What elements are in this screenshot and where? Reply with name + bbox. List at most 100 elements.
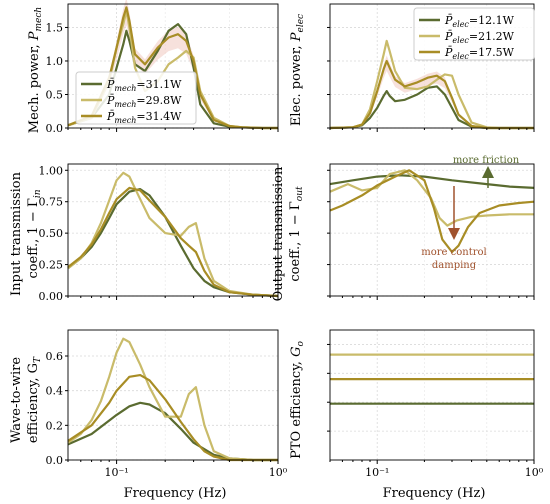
legend-mech: P̄mech=31.1W P̄mech=29.8W P̄mech=31.4W: [75, 71, 197, 125]
w2w-ytick-label: 0.0: [46, 454, 64, 467]
ylabel-input: Input transmission: [9, 171, 24, 296]
legend-elec-label-3: P̄elec=17.5W: [444, 46, 515, 61]
legend-mech-sub-1: mech: [114, 84, 136, 93]
legend-elec-label-2: P̄elec=21.2W: [444, 30, 515, 45]
elec-axes-frame: [329, 3, 535, 129]
pto-plot-bg: [330, 330, 534, 460]
input-ytick-label: 0.50: [39, 227, 64, 240]
ylabel-mech-text: Mech. power,: [27, 40, 42, 133]
pto-xtick-label: 10⁰: [525, 466, 544, 479]
legend-mech-label-1: P̄mech=31.1W: [106, 78, 182, 93]
w2w-ytick-label: 0.4: [46, 385, 64, 398]
input-ytick-label: 0.75: [39, 196, 64, 209]
elec-series-2-line: [329, 39, 534, 130]
output-plot-bg: [330, 164, 534, 296]
legend-elec-sub-3: elec: [452, 52, 469, 61]
ylabel-mech-var: P: [27, 31, 42, 41]
legend-mech-label-3: P̄mech=31.4W: [106, 110, 182, 125]
ylabel-output-line1: Output transmission: [271, 166, 286, 301]
ylabel-w2w-sub: T: [33, 356, 43, 363]
w2w-plot-bg: [68, 330, 278, 460]
ylabel-w2w-2: efficiency, GT: [26, 356, 43, 443]
ylabel-elec-var: P: [289, 32, 304, 42]
panel-input-transmission: 0.00 0.25 0.50 0.75 1.00: [39, 163, 279, 303]
legend-mech-val-2: =29.8W: [136, 94, 182, 107]
w2w-xtick-label: 10⁰: [269, 466, 288, 479]
panel-output-transmission: [327, 163, 535, 300]
xlabel-left: Frequency (Hz): [124, 486, 227, 501]
w2w-series-2-line: [67, 337, 278, 462]
legend-elec-var-2: P̄: [444, 30, 453, 43]
elec-series-3-line: [329, 59, 534, 130]
panel-pto-efficiency: 10⁻¹ 10⁰: [327, 329, 544, 479]
legend-mech-box: [75, 71, 197, 125]
annotation-more-control-damping-2: damping: [432, 260, 477, 271]
legend-mech-label-2: P̄mech=29.8W: [106, 94, 182, 109]
legend-elec-box: [413, 7, 535, 61]
annotation-more-control-damping-1: more control: [421, 247, 486, 258]
w2w-axes-frame: [67, 329, 279, 461]
input-series-1-line: [67, 188, 279, 298]
mech-axes-frame: [67, 3, 279, 129]
mech-ytick-label: 1.0: [46, 55, 64, 68]
legend-mech-var-1: P̄: [106, 78, 115, 91]
legend-elec-var-3: P̄: [444, 46, 453, 59]
legend-mech-val-3: =31.4W: [136, 110, 182, 123]
legend-elec-val-1: =12.1W: [469, 14, 515, 27]
ylabel-pto-text: PTO efficiency,: [289, 357, 304, 459]
legend-mech-var-2: P̄: [106, 94, 115, 107]
output-axes-frame: [329, 163, 535, 297]
mech-ytick-label: 1.5: [46, 21, 64, 34]
ylabel-output: Output transmission: [271, 166, 286, 301]
pto-xtick-label: 10⁻¹: [365, 466, 389, 479]
input-ytick-label: 1.00: [39, 164, 64, 177]
input-ytick-label: 0.00: [39, 290, 64, 303]
annotation-more-friction: more friction: [453, 155, 520, 166]
legend-elec-val-2: =21.2W: [469, 30, 515, 43]
xlabel-right: Frequency (Hz): [383, 486, 486, 501]
ylabel-output-2: coeff., 1 − Γout: [288, 186, 305, 282]
output-series-3-line: [329, 169, 535, 254]
legend-elec-val-3: =17.5W: [469, 46, 515, 59]
ylabel-pto-var: G: [289, 347, 304, 357]
mech-series-3-line: [67, 6, 278, 130]
legend-mech-val-1: =31.1W: [136, 78, 182, 91]
mech-ytick-label: 0.0: [46, 122, 64, 135]
ylabel-output-sub: out: [295, 186, 305, 201]
ylabel-input-sub: in: [33, 189, 43, 198]
pto-axes-frame: [329, 329, 535, 461]
mech-ytick-label: 0.5: [46, 88, 64, 101]
legend-mech-sub-2: mech: [114, 100, 136, 109]
input-series-2-line: [67, 171, 279, 298]
ylabel-mech-sub: mech: [34, 7, 44, 32]
ylabel-elec-text: Elec. power,: [289, 41, 304, 126]
ylabel-input-line1: Input transmission: [9, 171, 24, 296]
input-ytick-label: 0.25: [39, 259, 64, 272]
legend-elec-sub-2: elec: [452, 36, 469, 45]
ylabel-pto: PTO efficiency, Go: [289, 341, 306, 459]
w2w-xtick-label: 10⁻¹: [104, 466, 128, 479]
w2w-ytick-label: 0.6: [46, 350, 64, 363]
input-series-3-line: [67, 186, 279, 298]
ylabel-w2w: Wave-to-wire: [9, 357, 24, 443]
legend-mech-var-3: P̄: [106, 110, 115, 123]
ylabel-input-line2: coeff., 1 − Γ: [26, 198, 41, 278]
ylabel-elec-sub: elec: [296, 14, 306, 33]
legend-elec-sub-1: elec: [452, 20, 469, 29]
input-axes-frame: [67, 163, 279, 297]
ylabel-input-2: coeff., 1 − Γin: [26, 189, 43, 278]
legend-elec: P̄elec=12.1W P̄elec=21.2W P̄elec=17.5W: [413, 7, 535, 61]
w2w-ytick-label: 0.2: [46, 419, 64, 432]
ylabel-elec: Elec. power, Pelec: [289, 14, 306, 126]
ylabel-mech: Mech. power, Pmech: [27, 7, 44, 133]
legend-elec-label-1: P̄elec=12.1W: [444, 14, 515, 29]
legend-elec-var-1: P̄: [444, 14, 453, 27]
w2w-series-3-line: [67, 374, 278, 462]
ylabel-pto-sub: o: [296, 341, 306, 347]
ylabel-output-line2: coeff., 1 − Γ: [288, 201, 303, 281]
ylabel-w2w-line1: Wave-to-wire: [9, 357, 24, 443]
ylabel-w2w-line2: efficiency, G: [26, 363, 41, 443]
panel-wave-to-wire-efficiency: 0.0 0.2 0.4 0.6 10⁻¹ 10⁰: [46, 329, 288, 479]
output-series-1-line: [329, 174, 535, 189]
